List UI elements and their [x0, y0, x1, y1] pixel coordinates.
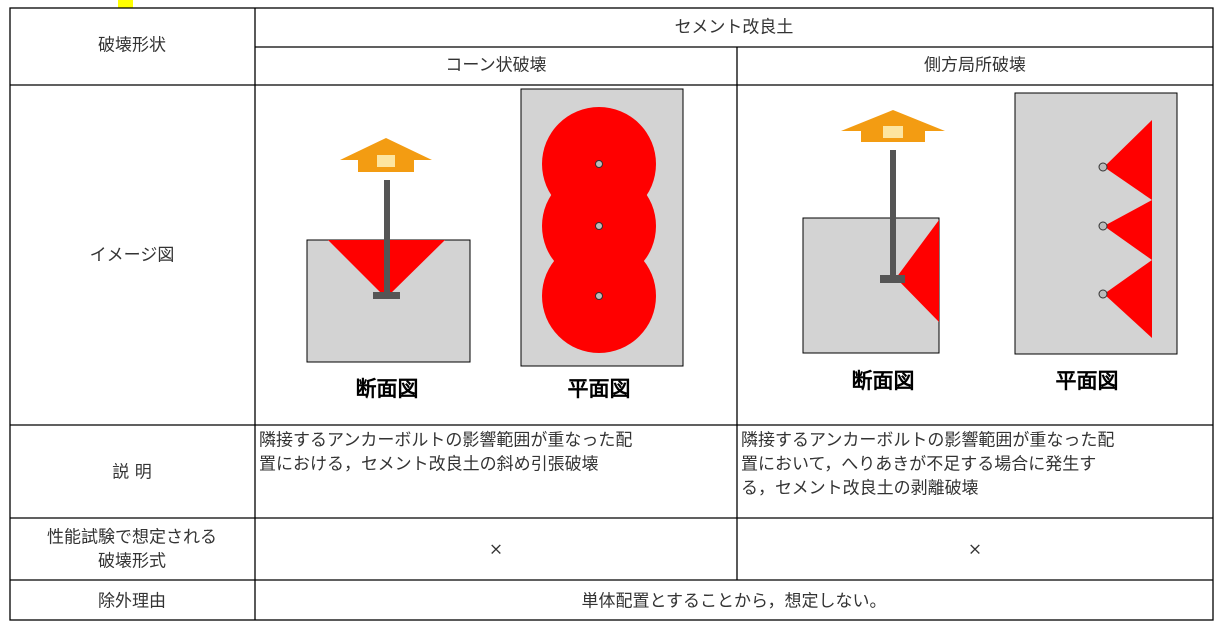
column-header: 側方局所破壊	[924, 56, 1026, 76]
row-label: 説 明	[112, 463, 151, 483]
description: 隣接するアンカーボルトの影響範囲が重なった配置において，へりあきが不足する場合に…	[741, 431, 1114, 499]
text-line: 破壊形式	[98, 552, 166, 572]
group-header: セメント改良土	[675, 18, 794, 38]
text-line: 隣接するアンカーボルトの影響範囲が重なった配	[259, 431, 632, 451]
cone-plan-diagram	[520, 88, 684, 367]
cell: ×	[968, 540, 982, 560]
row-label: イメージ図	[90, 246, 175, 266]
caption: 断面図	[852, 369, 915, 393]
caption: 平面図	[568, 377, 631, 401]
text-line: 性能試験で想定される	[47, 528, 217, 548]
text-line: 置において，へりあきが不足する場合に発生す	[741, 455, 1096, 475]
caption: 断面図	[356, 377, 419, 401]
cell: ×	[489, 540, 503, 560]
row-label: 除外理由	[98, 592, 166, 612]
lateral-section-diagram	[802, 110, 945, 354]
column-header: コーン状破壊	[445, 56, 546, 76]
text-line: る，セメント改良土の剥離破壊	[741, 479, 979, 499]
highlight	[118, 0, 133, 8]
text-line: 置における，セメント改良土の斜め引張破壊	[259, 455, 599, 475]
header-label: 破壊形状	[98, 36, 166, 56]
description: 隣接するアンカーボルトの影響範囲が重なった配置における，セメント改良土の斜め引張…	[259, 431, 632, 475]
cell: 単体配置とすることから，想定しない。	[582, 592, 887, 612]
table-grid	[9, 7, 1214, 621]
cone-section-diagram	[306, 138, 471, 363]
caption: 平面図	[1056, 369, 1119, 393]
lateral-plan-diagram	[1014, 92, 1178, 355]
text-line: 隣接するアンカーボルトの影響範囲が重なった配	[741, 431, 1114, 451]
